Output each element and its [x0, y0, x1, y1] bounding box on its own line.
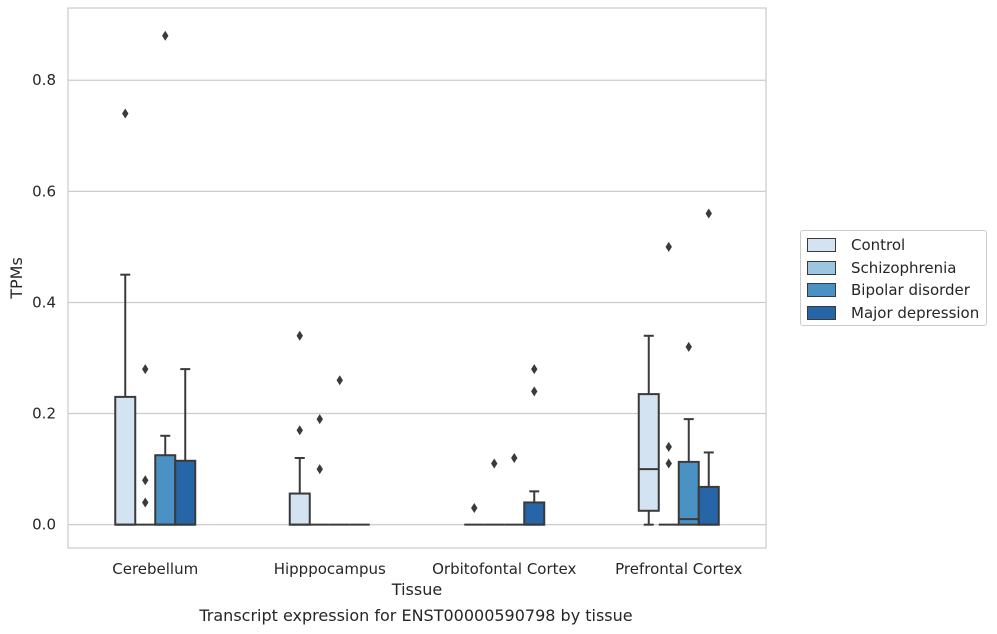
box-body: [677, 460, 700, 526]
x-tick-label: Hipppocampus: [274, 560, 386, 578]
box-control-cerebellum: [114, 108, 137, 526]
x-tick-label: Prefrontal Cortex: [615, 560, 742, 578]
box-body: [523, 501, 546, 526]
outlier-point: [336, 375, 343, 386]
outlier-point: [511, 453, 518, 463]
plot-frame: [67, 7, 767, 549]
y-tick-label: 0.8: [32, 71, 56, 89]
legend-item-bipolar-disorder: Bipolar disorder: [807, 280, 970, 300]
x-tick-label: Orbitofontal Cortex: [432, 560, 576, 578]
legend-label-bipolar-disorder: Bipolar disorder: [851, 281, 970, 299]
outlier-point: [531, 386, 538, 397]
box-body: [174, 459, 197, 526]
outlier-point: [142, 475, 149, 486]
outlier-point: [122, 108, 129, 119]
box-schizophrenia-orbitofontal-cortex: [484, 458, 505, 526]
box-bipolar-disorder-cerebellum: [154, 30, 177, 526]
legend-item-major-depression: Major depression: [807, 303, 979, 323]
x-tick-label: Cerebellum: [112, 560, 198, 578]
legend-item-control: Control: [807, 235, 905, 255]
legend-label-schizophrenia: Schizophrenia: [851, 259, 957, 277]
box-control-orbitofontal-cortex: [464, 503, 485, 526]
outlier-point: [665, 441, 672, 452]
box-major-depression-prefrontal-cortex: [697, 208, 720, 526]
outlier-point: [142, 364, 149, 375]
y-tick-labels: 0.0 0.2 0.4 0.6 0.8: [32, 71, 56, 533]
legend-swatch-major-depression: [807, 306, 836, 320]
legend-swatch-bipolar-disorder: [807, 283, 836, 297]
box-body: [288, 492, 311, 526]
outlier-point: [296, 425, 303, 436]
box-bipolar-disorder-orbitofontal-cortex: [504, 453, 525, 526]
outlier-point: [296, 330, 303, 341]
box-body: [154, 454, 177, 526]
x-axis-label: Tissue: [391, 580, 442, 599]
outlier-point: [316, 464, 323, 475]
box-major-depression-orbitofontal-cortex: [523, 364, 546, 526]
box-schizophrenia-prefrontal-cortex: [658, 241, 679, 526]
legend-label-major-depression: Major depression: [851, 304, 980, 322]
box-body: [637, 393, 660, 512]
y-axis-label: TPMs: [7, 257, 26, 300]
legend-item-schizophrenia: Schizophrenia: [807, 258, 956, 278]
outlier-point: [531, 364, 538, 375]
y-tick-label: 0.2: [32, 405, 56, 423]
legend-swatch-control: [807, 238, 836, 252]
box-control-prefrontal-cortex: [637, 334, 660, 526]
outlier-point: [705, 208, 712, 219]
y-tick-label: 0.4: [32, 293, 56, 311]
y-tick-label: 0.0: [32, 516, 56, 534]
box-bipolar-disorder-hipppocampus: [329, 375, 350, 526]
y-tick-label: 0.6: [32, 182, 56, 200]
box-control-hipppocampus: [288, 330, 311, 526]
outlier-point: [685, 341, 692, 352]
outlier-point: [491, 458, 498, 469]
legend: Control Schizophrenia Bipolar disorder M…: [800, 230, 987, 326]
outlier-point: [665, 241, 672, 252]
x-tick-labels: Cerebellum Hipppocampus Orbitofontal Corte…: [112, 560, 742, 578]
legend-swatch-schizophrenia: [807, 261, 836, 275]
legend-label-control: Control: [851, 236, 906, 254]
outlier-point: [665, 458, 672, 469]
outlier-point: [471, 503, 478, 513]
box-major-depression-cerebellum: [174, 368, 197, 526]
outlier-point: [162, 30, 169, 41]
box-body: [697, 485, 720, 526]
box-bipolar-disorder-prefrontal-cortex: [677, 341, 700, 526]
boxes: [114, 30, 720, 526]
box-schizophrenia-hipppocampus: [309, 414, 330, 526]
outlier-point: [142, 497, 149, 508]
figure-caption: Transcript expression for ENST0000059079…: [199, 606, 633, 625]
outlier-point: [316, 414, 323, 425]
box-body: [114, 395, 137, 526]
box-schizophrenia-cerebellum: [135, 364, 156, 526]
